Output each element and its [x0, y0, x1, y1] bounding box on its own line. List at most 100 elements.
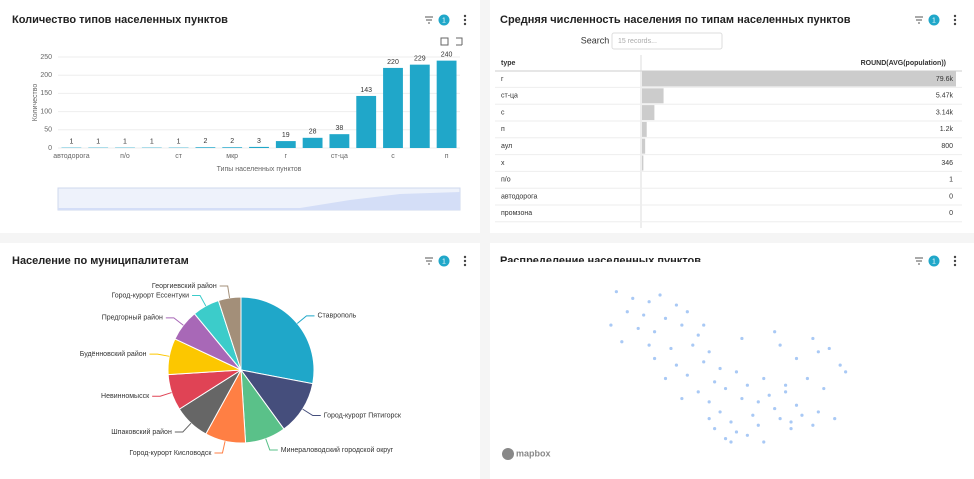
point [723, 437, 728, 441]
value-label: 2 [203, 138, 207, 145]
point [669, 346, 673, 351]
bar [275, 141, 296, 148]
slice-label: Георгиевский район [152, 282, 217, 290]
filter-icon[interactable] [915, 16, 923, 24]
bar [249, 146, 269, 148]
point [691, 343, 695, 347]
cell: 5.47k [936, 93, 954, 100]
point [642, 313, 646, 317]
leader-line [219, 285, 231, 298]
cell: с [501, 109, 505, 116]
cell: 1.2k [940, 126, 954, 133]
point [680, 396, 684, 401]
x-tick-label: мкр [226, 153, 238, 160]
point [729, 420, 733, 424]
cell: 346 [941, 160, 953, 167]
menu-dot[interactable] [463, 14, 467, 18]
bar [409, 64, 430, 148]
menu-dot[interactable] [953, 259, 957, 263]
point [794, 356, 799, 361]
table: type ROUND(AVG(population)) г 79.6k ст-ца 5.4… [495, 55, 962, 228]
filter-count: 1 [442, 17, 446, 24]
bar [222, 147, 243, 148]
cell-bar [642, 88, 664, 104]
menu-dot[interactable] [953, 255, 957, 259]
leader-line [302, 408, 321, 417]
slice-label: Город-курорт Пятигорск [324, 412, 402, 419]
point [805, 376, 810, 381]
slice-label: Будённовский район [80, 350, 147, 358]
panel-title: Количество типов населенных пунктов [12, 14, 228, 26]
point [734, 370, 739, 374]
cell: аул [501, 143, 512, 150]
filter-icon[interactable] [915, 257, 923, 265]
mapbox-logo [502, 448, 514, 460]
leader-line [149, 353, 170, 357]
filter-badge [928, 255, 940, 267]
point [773, 330, 777, 334]
point [734, 430, 739, 434]
point [663, 376, 668, 381]
point [696, 390, 700, 394]
menu-dot[interactable] [953, 14, 957, 18]
y-tick-label: 100 [40, 108, 52, 115]
point [652, 330, 657, 334]
menu-dot[interactable] [463, 263, 467, 267]
menu-dot[interactable] [463, 255, 467, 259]
point [756, 423, 760, 427]
value-label: 1 [96, 138, 100, 145]
point [674, 363, 679, 367]
search-label: Search [581, 35, 610, 45]
menu-dot[interactable] [953, 18, 957, 22]
value-label: 1 [69, 138, 73, 145]
cell: 0 [949, 193, 953, 200]
menu-dot[interactable] [463, 18, 467, 22]
cell: 800 [941, 143, 953, 150]
point [762, 440, 766, 444]
cell: автодорога [501, 193, 537, 200]
filter-badge [928, 14, 940, 26]
point [811, 336, 815, 341]
point [713, 427, 717, 431]
value-label: 2 [230, 138, 234, 145]
point [740, 396, 744, 401]
cell: 0 [949, 210, 953, 217]
leader-line [296, 315, 315, 324]
point [620, 340, 624, 344]
pie-slice [240, 296, 315, 385]
cell-bar [642, 138, 646, 154]
map[interactable] [490, 262, 974, 472]
data-zoom-preview [58, 192, 460, 210]
filter-icon[interactable] [425, 257, 433, 265]
y-tick-label: 50 [44, 127, 52, 134]
point [631, 296, 635, 300]
point [778, 343, 782, 347]
point [811, 423, 815, 427]
bar [195, 147, 216, 148]
value-label: 1 [123, 138, 127, 145]
panel-title: Население по муниципалитетам [12, 255, 189, 267]
point [718, 366, 722, 371]
column-header: ROUND(AVG(population)) [861, 60, 946, 67]
point [680, 323, 684, 327]
point [816, 350, 820, 354]
point [702, 360, 706, 364]
menu-dot[interactable] [953, 22, 957, 26]
zoom-icons[interactable] [440, 37, 463, 46]
cell: п [501, 126, 505, 133]
point [756, 400, 760, 404]
menu-dot[interactable] [953, 263, 957, 267]
bar [329, 134, 350, 148]
x-tick-label: с [391, 153, 395, 160]
bar [436, 60, 457, 148]
point [702, 323, 706, 327]
search-input[interactable] [611, 32, 723, 50]
y-tick-label: 150 [40, 90, 52, 97]
x-tick-label: автодорога [53, 153, 89, 160]
point [713, 380, 717, 384]
value-label: 143 [360, 87, 372, 94]
filter-count: 1 [442, 258, 446, 265]
menu-dot[interactable] [463, 22, 467, 26]
menu-dot[interactable] [463, 259, 467, 263]
filter-icon[interactable] [425, 16, 433, 24]
